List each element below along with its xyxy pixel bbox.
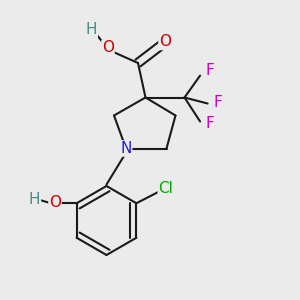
Text: F: F (206, 116, 214, 131)
Text: H: H (86, 22, 97, 38)
Text: N: N (120, 141, 132, 156)
Text: O: O (159, 34, 171, 50)
Text: Cl: Cl (158, 181, 173, 196)
Text: H: H (29, 192, 40, 207)
Text: F: F (213, 95, 222, 110)
Text: O: O (102, 40, 114, 56)
Text: F: F (206, 63, 214, 78)
Text: O: O (49, 195, 61, 210)
